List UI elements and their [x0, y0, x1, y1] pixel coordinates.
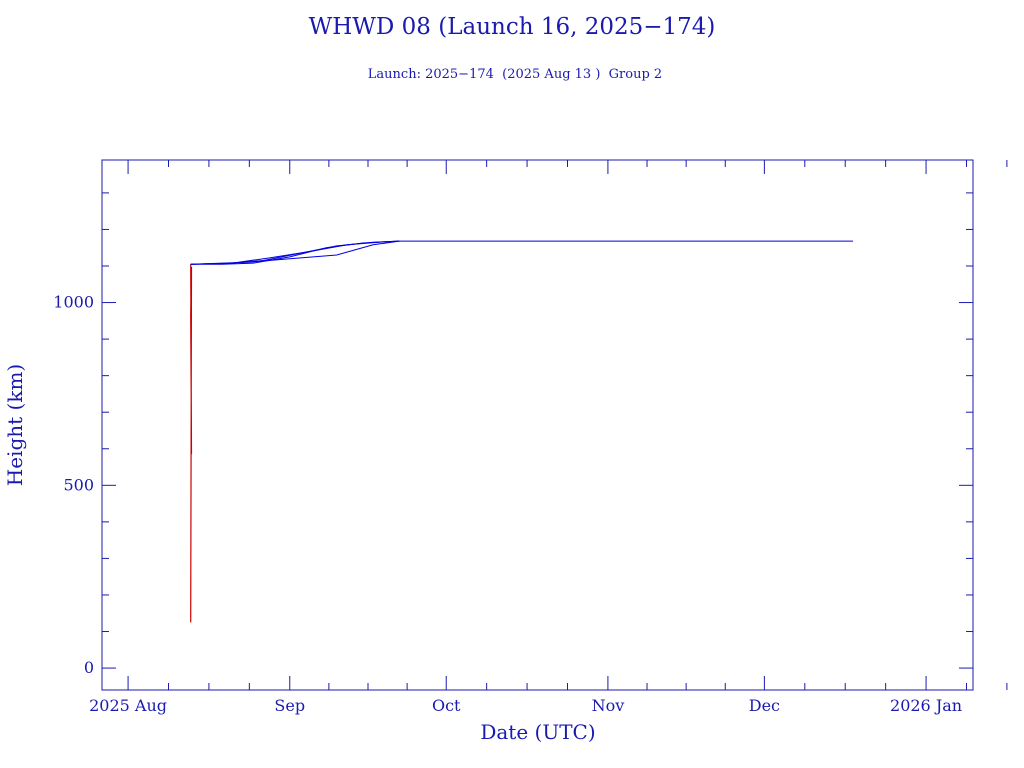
y-tick-label: 0 [84, 658, 94, 677]
x-tick-label: Oct [432, 696, 461, 715]
chart-title: WHWD 08 (Launch 16, 2025−174) [308, 14, 716, 40]
x-tick-label: Dec [749, 696, 780, 715]
series-lines [190, 240, 853, 623]
orbit-height-line [190, 240, 400, 265]
launch-ascent-line [190, 264, 193, 623]
x-tick-label: Sep [274, 696, 305, 715]
chart-subtitle: Launch: 2025−174 (2025 Aug 13 ) Group 2 [367, 67, 663, 82]
axis-ticks [102, 160, 1008, 690]
orbit-height-line [190, 240, 400, 265]
y-axis-label: Height (km) [3, 364, 27, 486]
x-axis-label: Date (UTC) [480, 720, 595, 744]
plot-frame [101, 159, 974, 691]
y-tick-label: 500 [63, 475, 94, 494]
y-tick-label: 1000 [53, 293, 94, 312]
orbit-height-line [190, 240, 400, 265]
x-tick-label: Nov [592, 696, 625, 715]
x-tick-label: 2026 Jan [890, 696, 962, 715]
x-tick-label: 2025 Aug [89, 696, 167, 715]
tick-labels: 0 500 1000 2025 Aug Sep Oct Nov Dec 2026 Jan [53, 293, 962, 715]
orbit-height-line [190, 240, 853, 265]
